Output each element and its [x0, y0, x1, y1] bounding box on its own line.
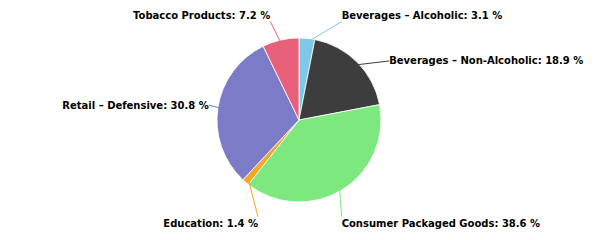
slice-label: Education: 1.4 % — [163, 218, 258, 229]
slice-label: Retail – Defensive: 30.8 % — [62, 100, 209, 111]
leader-lines — [209, 22, 389, 217]
chart-container: Beverages – Alcoholic: 3.1 % Beverages – … — [0, 0, 598, 240]
slices — [217, 38, 381, 202]
background — [0, 0, 598, 240]
slice-label: Consumer Packaged Goods: 38.6 % — [342, 218, 540, 229]
leader-line — [248, 179, 258, 217]
leader-line — [354, 61, 389, 65]
slice-label: Tobacco Products: 7.2 % — [133, 10, 270, 21]
slice-label: Beverages – Non-Alcoholic: 18.9 % — [389, 55, 583, 66]
chart: Beverages – Alcoholic: 3.1 % Beverages – … — [0, 0, 598, 240]
leader-line — [307, 22, 342, 43]
leader-line — [209, 105, 222, 108]
labels: Beverages – Alcoholic: 3.1 % Beverages – … — [62, 10, 583, 229]
slice-label: Beverages – Alcoholic: 3.1 % — [342, 10, 503, 21]
pie-slice — [263, 38, 299, 120]
leader-line — [339, 187, 341, 217]
leader-line — [270, 22, 281, 44]
